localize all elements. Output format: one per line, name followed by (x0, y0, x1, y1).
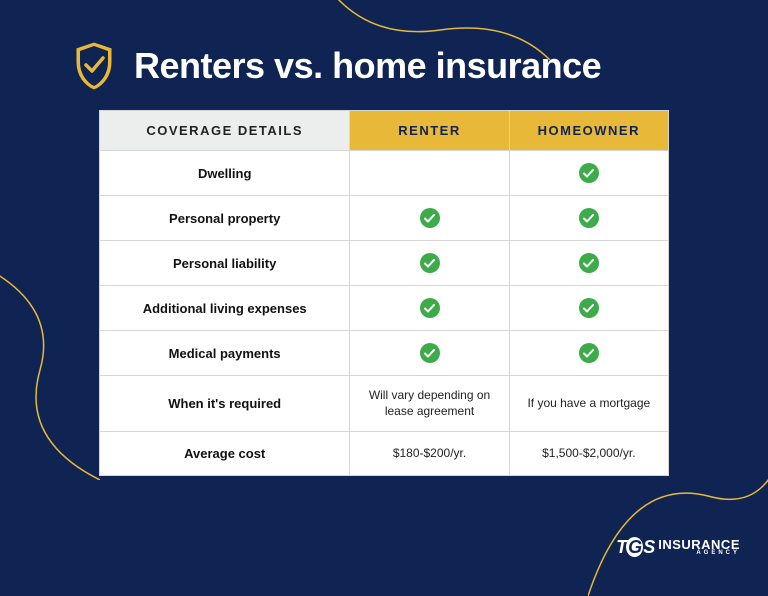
check-icon (579, 163, 599, 183)
row-label: Dwelling (100, 151, 350, 196)
row-label: Personal property (100, 196, 350, 241)
column-header-renter: RENTER (350, 111, 509, 151)
logo-mark: TGS (616, 537, 654, 558)
check-icon (579, 298, 599, 318)
table-cell (350, 331, 509, 376)
row-label: Personal liability (100, 241, 350, 286)
comparison-table: COVERAGE DETAILS RENTER HOMEOWNER Dwelli… (99, 110, 669, 476)
check-icon (579, 343, 599, 363)
table-cell (350, 286, 509, 331)
table-cell (509, 151, 668, 196)
table-row: Average cost$180-$200/yr.$1,500-$2,000/y… (100, 432, 669, 476)
table-cell (509, 196, 668, 241)
column-header-details: COVERAGE DETAILS (100, 111, 350, 151)
table-cell (509, 241, 668, 286)
table-row: Personal liability (100, 241, 669, 286)
logo-line2: AGENCY (658, 551, 740, 556)
table-cell (350, 151, 509, 196)
logo-line1: INSURANCE (658, 539, 740, 551)
table-row: Personal property (100, 196, 669, 241)
row-label: When it's required (100, 376, 350, 432)
check-icon (420, 208, 440, 228)
table-row: Medical payments (100, 331, 669, 376)
column-header-homeowner: HOMEOWNER (509, 111, 668, 151)
check-icon (420, 298, 440, 318)
comparison-table-wrap: COVERAGE DETAILS RENTER HOMEOWNER Dwelli… (99, 110, 669, 476)
shield-check-icon (70, 40, 118, 92)
check-icon (579, 208, 599, 228)
table-row: Additional living expenses (100, 286, 669, 331)
table-row: When it's requiredWill vary depending on… (100, 376, 669, 432)
check-icon (579, 253, 599, 273)
table-cell: $180-$200/yr. (350, 432, 509, 476)
row-label: Medical payments (100, 331, 350, 376)
check-icon (420, 253, 440, 273)
table-cell: Will vary depending on lease agreement (350, 376, 509, 432)
row-label: Average cost (100, 432, 350, 476)
table-row: Dwelling (100, 151, 669, 196)
check-icon (420, 343, 440, 363)
table-cell (509, 331, 668, 376)
table-cell (509, 286, 668, 331)
table-cell (350, 241, 509, 286)
table-cell (350, 196, 509, 241)
row-label: Additional living expenses (100, 286, 350, 331)
brand-logo: TGS INSURANCE AGENCY (616, 537, 740, 558)
